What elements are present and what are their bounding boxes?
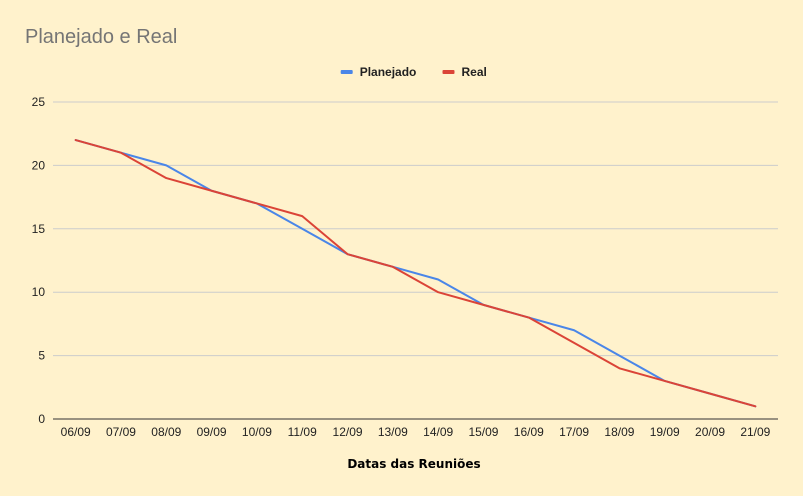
series-line-planejado <box>74 139 757 408</box>
x-tick-label: 16/09 <box>514 425 544 439</box>
legend-swatch-real <box>442 70 455 74</box>
chart-title: Planejado e Real <box>25 26 178 48</box>
x-tick-label: 06/09 <box>61 425 91 439</box>
y-axis: 0 5 10 15 20 25 <box>32 95 46 426</box>
y-tick-label: 10 <box>32 285 46 299</box>
x-tick-label: 09/09 <box>197 425 227 439</box>
x-tick-label: 08/09 <box>151 425 181 439</box>
x-tick-label: 14/09 <box>423 425 453 439</box>
y-tick-label: 5 <box>38 349 45 363</box>
x-tick-label: 15/09 <box>468 425 498 439</box>
y-tick-label: 15 <box>32 222 46 236</box>
y-tick-label: 0 <box>38 412 45 426</box>
y-tick-label: 25 <box>32 95 46 109</box>
legend-swatch-planejado <box>340 70 353 74</box>
legend-label-real: Real <box>462 65 487 79</box>
y-tick-label: 20 <box>32 158 46 172</box>
x-tick-label: 21/09 <box>740 425 770 439</box>
legend: Planejado Real <box>340 65 487 79</box>
x-tick-label: 13/09 <box>378 425 408 439</box>
x-tick-label: 17/09 <box>559 425 589 439</box>
gridlines <box>53 101 778 357</box>
x-tick-label: 20/09 <box>695 425 725 439</box>
series-line-real <box>74 139 757 408</box>
legend-label-planejado: Planejado <box>360 65 417 79</box>
x-tick-label: 07/09 <box>106 425 136 439</box>
x-axis-title: Datas das Reuniões <box>347 457 480 471</box>
x-tick-label: 12/09 <box>333 425 363 439</box>
x-tick-label: 18/09 <box>604 425 634 439</box>
series-lines <box>74 139 757 408</box>
x-axis: 06/09 07/09 08/09 09/09 10/09 11/09 12/09 13/09… <box>53 418 778 439</box>
x-tick-label: 10/09 <box>242 425 272 439</box>
x-tick-label: 19/09 <box>650 425 680 439</box>
x-tick-label: 11/09 <box>288 425 317 439</box>
